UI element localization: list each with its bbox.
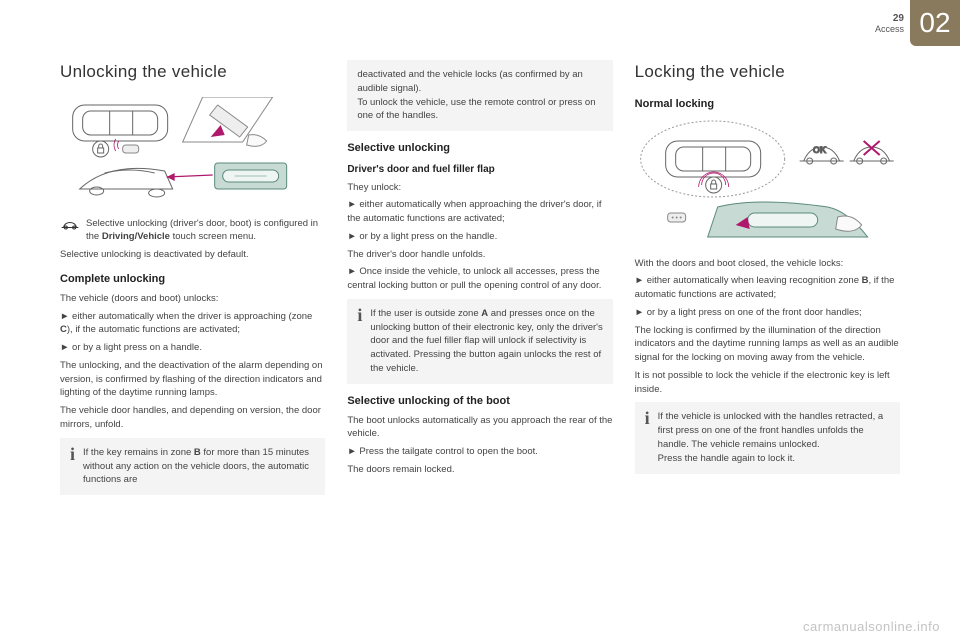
normal-b1: either automatically when leaving recogn… [635,274,900,302]
i1a: If the key remains in zone [83,447,194,458]
driver-b3: Once inside the vehicle, to unlock all a… [347,265,612,293]
i3b: Press the handle again to lock it. [658,452,892,466]
normal-p1: The locking is confirmed by the illumina… [635,324,900,365]
info-icon: i [645,410,650,426]
title-unlocking: Unlocking the vehicle [60,60,325,85]
nb1a: either automatically when leaving recogn… [647,275,862,286]
cb1a: either automatically when the driver is … [72,311,312,322]
column-3: Locking the vehicle Normal locking [635,60,900,610]
driver-b2: or by a light press on the handle. [347,230,612,244]
config-t3: Selective unlocking is deactivated by de… [60,248,325,262]
i1cont2: To unlock the vehicle, use the remote co… [357,96,604,124]
complete-p1: The unlocking, and the deactivation of t… [60,359,325,400]
h3-driver: Driver's door and fuel filler flap [347,163,612,178]
h2-normal: Normal locking [635,97,900,113]
i1cont: deactivated and the vehicle locks (as co… [357,68,604,96]
figure-unlocking [60,97,325,207]
content-grid: Unlocking the vehicle [60,60,900,610]
i1b: B [194,447,201,458]
config-bold: Driving/Vehicle [102,231,170,242]
column-1: Unlocking the vehicle [60,60,325,610]
chapter-badge: 02 [910,0,960,46]
driver-b1: either automatically when approaching th… [347,198,612,226]
complete-p2: The vehicle door handles, and depending … [60,404,325,432]
page-meta: 29 Access [875,13,904,34]
info1-text: If the key remains in zone B for more th… [83,446,317,487]
info-icon: i [357,307,362,323]
column-2: deactivated and the vehicle locks (as co… [347,60,612,610]
watermark: carmanualsonline.info [803,619,940,634]
info-box-1: i If the key remains in zone B for more … [60,438,325,495]
boot-p2: The doors remain locked. [347,463,612,477]
i3a: If the vehicle is unlocked with the hand… [658,410,892,451]
info-box-3: i If the vehicle is unlocked with the ha… [635,402,900,473]
i2a: If the user is outside zone [370,308,481,319]
title-locking: Locking the vehicle [635,60,900,85]
normal-intro: With the doors and boot closed, the vehi… [635,257,900,271]
page-section: Access [875,24,904,34]
driver-intro: They unlock: [347,181,612,195]
figure-locking: OK [635,117,900,247]
driver-p1: The driver's door handle unfolds. [347,248,612,262]
ok-label: OK [813,145,827,155]
boot-p1: The boot unlocks automatically as you ap… [347,414,612,442]
h2-selective: Selective unlocking [347,141,612,157]
complete-intro: The vehicle (doors and boot) unlocks: [60,292,325,306]
info-icon: i [70,446,75,462]
config-para: Selective unlocking (driver's door, boot… [60,217,325,245]
cb1b: C [60,324,67,335]
cb1c: ), if the automatic functions are activa… [67,324,240,335]
info2-text: If the user is outside zone A and presse… [370,307,604,376]
complete-b1: either automatically when the driver is … [60,310,325,338]
complete-b2: or by a light press on a handle. [60,341,325,355]
h2-boot: Selective unlocking of the boot [347,394,612,410]
info3-text: If the vehicle is unlocked with the hand… [658,410,892,465]
page-header: 29 Access 02 [875,0,960,46]
normal-b2: or by a light press on one of the front … [635,306,900,320]
h2-complete: Complete unlocking [60,272,325,288]
page-number: 29 [875,13,904,24]
nb1b: B [862,275,869,286]
info-box-1-cont: deactivated and the vehicle locks (as co… [347,60,612,131]
car-icon [60,218,80,237]
boot-b1: Press the tailgate control to open the b… [347,445,612,459]
info-box-2: i If the user is outside zone A and pres… [347,299,612,384]
normal-p2: It is not possible to lock the vehicle i… [635,369,900,397]
config-t2: touch screen menu. [170,231,256,242]
